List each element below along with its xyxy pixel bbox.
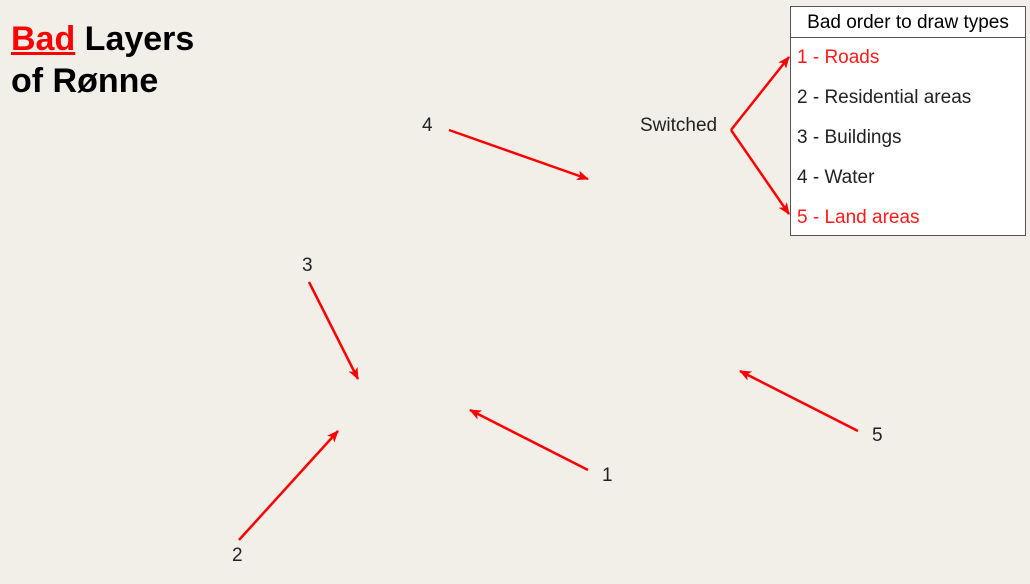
legend-item-roads: 1 - Roads: [797, 47, 880, 68]
page-title: Bad Layers of Rønne: [11, 18, 194, 102]
arrow-5: [739, 369, 859, 433]
legend-item-residential: 2 - Residential areas: [797, 87, 972, 108]
arrow-switched-land: [729, 129, 791, 215]
legend-item-water: 4 - Water: [797, 167, 875, 188]
arrow-3: [307, 281, 360, 380]
legend-header: Bad order to draw types: [791, 7, 1025, 38]
label-2: 2: [232, 545, 243, 566]
arrow-4: [448, 128, 589, 181]
legend-item-buildings: 3 - Buildings: [797, 127, 902, 148]
title-line2: of Rønne: [11, 62, 159, 100]
legend-box: Bad order to draw types 1 - Roads 2 - Re…: [790, 6, 1026, 236]
label-1: 1: [602, 465, 613, 486]
arrow-2: [238, 430, 339, 541]
arrow-1: [469, 408, 589, 472]
label-4: 4: [422, 115, 433, 136]
label-5: 5: [872, 425, 883, 446]
arrow-switched-roads: [730, 56, 790, 131]
title-rest-line1: Layers: [75, 20, 195, 58]
label-3: 3: [302, 255, 313, 276]
title-bad-word: Bad: [11, 20, 76, 58]
legend-item-land: 5 - Land areas: [797, 207, 920, 228]
label-switched: Switched: [640, 115, 718, 136]
